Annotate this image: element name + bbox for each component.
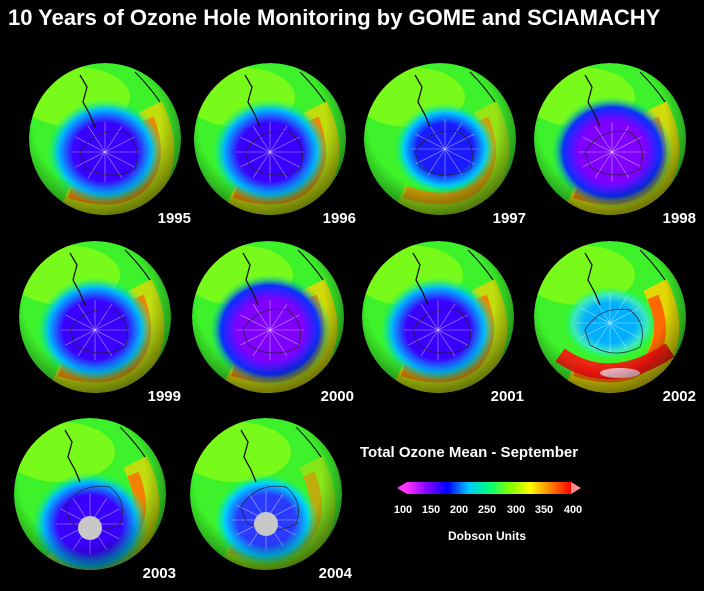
globe-graphic bbox=[19, 241, 171, 393]
year-label: 2002 bbox=[662, 388, 696, 405]
ozone-map-2001: 2001 bbox=[358, 235, 528, 405]
ozone-map-1999: 1999 bbox=[15, 235, 185, 405]
scale-low-arrow bbox=[397, 482, 407, 494]
year-label: 2000 bbox=[320, 388, 354, 405]
scale-tick-label: 150 bbox=[421, 504, 441, 516]
scale-tick-label: 100 bbox=[393, 504, 413, 516]
ozone-map-2004: 2004 bbox=[186, 412, 356, 582]
globe-graphic bbox=[534, 63, 686, 215]
year-label: 1998 bbox=[662, 210, 696, 227]
scale-tick-label: 200 bbox=[449, 504, 469, 516]
year-label: 1999 bbox=[147, 388, 181, 405]
year-label: 1995 bbox=[157, 210, 191, 227]
year-label: 1997 bbox=[492, 210, 526, 227]
globe-graphic bbox=[29, 63, 181, 215]
scale-high-arrow bbox=[571, 482, 581, 494]
scale-tick-label: 350 bbox=[534, 504, 554, 516]
globe-graphic bbox=[534, 241, 686, 393]
units-label: Dobson Units bbox=[448, 529, 526, 543]
year-label: 2004 bbox=[318, 565, 352, 582]
color-scale-bar bbox=[397, 482, 581, 494]
ozone-map-2000: 2000 bbox=[188, 235, 358, 405]
ozone-map-1995: 1995 bbox=[25, 57, 195, 227]
year-label: 2003 bbox=[142, 565, 176, 582]
year-label: 1996 bbox=[322, 210, 356, 227]
scale-tick-label: 400 bbox=[563, 504, 583, 516]
ozone-map-2002: 2002 bbox=[530, 235, 700, 405]
globe-graphic bbox=[362, 241, 514, 393]
color-gradient bbox=[407, 482, 571, 494]
globe-graphic bbox=[190, 418, 342, 570]
ozone-map-1996: 1996 bbox=[190, 57, 360, 227]
page-title: 10 Years of Ozone Hole Monitoring by GOM… bbox=[8, 5, 661, 30]
ozone-map-1998: 1998 bbox=[530, 57, 700, 227]
scale-tick-label: 250 bbox=[477, 504, 497, 516]
legend-title: Total Ozone Mean - September bbox=[360, 444, 579, 461]
globe-graphic bbox=[14, 418, 166, 570]
scale-tick-label: 300 bbox=[506, 504, 526, 516]
globe-graphic bbox=[194, 63, 346, 215]
year-label: 2001 bbox=[490, 388, 524, 405]
ozone-map-1997: 1997 bbox=[360, 57, 530, 227]
globe-graphic bbox=[192, 241, 344, 393]
globe-graphic bbox=[364, 63, 516, 215]
ozone-map-2003: 2003 bbox=[10, 412, 180, 582]
